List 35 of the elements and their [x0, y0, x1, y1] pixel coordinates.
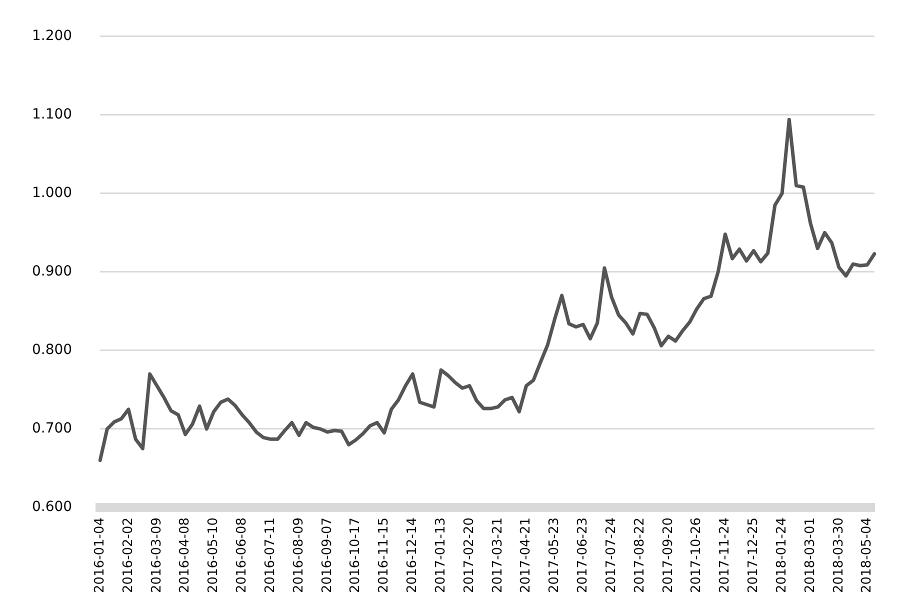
- x-tick-label: 2016-10-17: [348, 517, 364, 594]
- x-tick-label: 2017-03-21: [490, 517, 506, 594]
- x-tick-label: 2017-05-23: [547, 517, 562, 594]
- y-tick-label: 0.700: [32, 420, 72, 437]
- y-tick-label: 0.800: [32, 342, 72, 358]
- x-tick-label: 2016-04-08: [178, 517, 193, 594]
- x-tick-label: 2018-03-30: [831, 517, 846, 594]
- x-tick-label: 2016-01-04: [92, 517, 108, 594]
- x-tick-label: 2018-01-24: [774, 517, 790, 594]
- x-tick-label: 2017-06-23: [576, 517, 591, 594]
- y-tick-label: 1.000: [32, 185, 72, 202]
- y-tick-label: 1.200: [32, 28, 72, 44]
- x-tick-label: 2016-03-09: [149, 517, 164, 594]
- x-tick-label: 2016-06-08: [234, 517, 250, 594]
- x-tick-label: 2017-02-20: [462, 517, 477, 594]
- x-tick-label: 2016-07-11: [262, 517, 278, 594]
- x-tick-label: 2017-07-24: [604, 517, 619, 594]
- x-tick-label: 2017-01-13: [433, 517, 448, 594]
- x-tick-label: 2018-05-04: [860, 517, 875, 594]
- y-tick-label: 0.900: [32, 264, 72, 280]
- x-tick-label: 2016-09-07: [320, 517, 335, 594]
- x-tick-label: 2016-02-02: [120, 517, 136, 594]
- x-tick-label: 2018-03-01: [802, 517, 818, 594]
- x-tick-label: 2017-11-24: [718, 517, 733, 594]
- x-tick-label: 2016-05-10: [206, 517, 222, 594]
- x-tick-label: 2016-08-09: [291, 517, 306, 594]
- x-tick-label: 2017-10-26: [689, 517, 704, 594]
- x-tick-label: 2017-12-25: [746, 517, 762, 594]
- x-tick-label: 2017-08-22: [632, 517, 648, 594]
- y-tick-label: 1.100: [32, 106, 72, 123]
- x-tick-label: 2017-04-21: [518, 517, 534, 594]
- x-tick-label: 2016-12-14: [405, 517, 420, 594]
- x-tick-label: 2016-11-15: [376, 517, 392, 594]
- x-tick-label: 2017-09-20: [660, 517, 676, 594]
- y-tick-label: 0.600: [32, 499, 72, 516]
